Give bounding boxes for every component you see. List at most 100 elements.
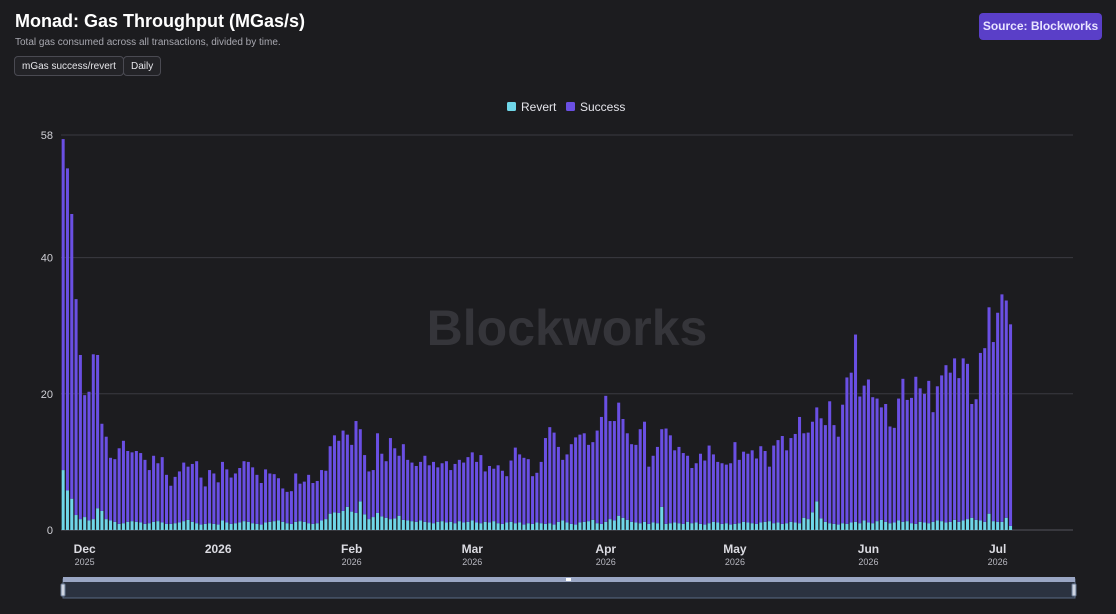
navigator-handle-right[interactable] (1071, 583, 1077, 597)
revert-bar (793, 522, 797, 530)
revert-bar (703, 524, 707, 530)
success-bar (500, 470, 504, 524)
success-bar (892, 427, 896, 523)
success-bar (492, 468, 496, 522)
revert-bar (479, 523, 483, 530)
revert-bar (225, 522, 229, 530)
success-bar (552, 432, 556, 525)
success-bar (199, 477, 203, 525)
success-bar (70, 214, 74, 499)
revert-bar (1009, 525, 1013, 530)
revert-bar (806, 519, 810, 530)
x-tick-year: 2026 (858, 557, 878, 567)
success-bar (298, 483, 302, 522)
revert-bar (931, 521, 935, 530)
success-bar (212, 473, 216, 524)
success-bar (380, 453, 384, 517)
revert-bar (543, 523, 547, 530)
revert-bar (147, 523, 151, 530)
revert-bar (96, 508, 100, 530)
revert-bar (423, 521, 427, 530)
success-bar (686, 455, 690, 522)
success-bar (634, 444, 638, 523)
success-bar (996, 312, 1000, 522)
success-bar (225, 469, 229, 523)
success-bar (203, 486, 207, 524)
interval-selector[interactable]: Daily (123, 56, 162, 76)
revert-bar (393, 518, 397, 530)
success-bar (798, 416, 802, 524)
revert-bar (268, 521, 272, 530)
revert-bar (109, 520, 113, 530)
revert-bar (401, 519, 405, 530)
success-bar (754, 458, 758, 524)
success-bar (574, 437, 578, 525)
revert-bar (539, 523, 543, 530)
legend-label: Revert (521, 100, 557, 114)
x-tick-year: 2026 (725, 557, 745, 567)
revert-bar (681, 523, 685, 530)
navigator-handle-left[interactable] (60, 583, 66, 597)
revert-bar (862, 520, 866, 530)
legend-label: Success (580, 100, 625, 114)
revert-bar (664, 523, 668, 530)
revert-bar (195, 523, 199, 530)
success-bar (832, 425, 836, 524)
success-bar (647, 466, 651, 524)
x-tick-year: 2026 (988, 557, 1008, 567)
revert-bar (492, 521, 496, 530)
success-bar (957, 378, 961, 522)
revert-bar (595, 523, 599, 530)
success-bar (970, 404, 974, 518)
revert-bar (763, 521, 767, 530)
success-bar (772, 445, 776, 524)
success-bar (849, 372, 853, 523)
success-bar (337, 440, 341, 513)
revert-bar (944, 522, 948, 530)
success-bar (427, 465, 431, 523)
revert-bar (655, 523, 659, 530)
success-bar (307, 474, 311, 524)
success-bar (746, 453, 750, 523)
revert-bar (285, 523, 289, 530)
revert-bar (182, 521, 186, 530)
success-bar (251, 467, 255, 524)
y-tick-label: 20 (41, 389, 53, 401)
success-bar (823, 425, 827, 522)
success-bar (393, 448, 397, 519)
revert-bar (548, 523, 552, 530)
revert-bar (358, 501, 362, 530)
success-bar (582, 433, 586, 522)
x-tick-year: 2026 (342, 557, 362, 567)
revert-bar (419, 520, 423, 530)
range-navigator[interactable] (60, 577, 1077, 599)
source-button[interactable]: Source: Blockworks (979, 13, 1102, 40)
success-bar (742, 451, 746, 522)
success-bar (358, 429, 362, 502)
success-bar (940, 375, 944, 522)
revert-bar (526, 523, 530, 530)
revert-bar (673, 522, 677, 530)
success-bar (643, 421, 647, 522)
success-bar (711, 454, 715, 522)
navigator-grip[interactable] (566, 578, 571, 581)
revert-bar (276, 520, 280, 530)
revert-bar (789, 521, 793, 530)
success-bar (324, 470, 328, 520)
success-bar (828, 401, 832, 524)
success-bar (974, 399, 978, 520)
success-bar (561, 459, 565, 521)
success-bar (264, 469, 268, 523)
success-bar (65, 168, 69, 491)
legend-item-revert[interactable]: Revert (507, 100, 557, 114)
revert-bar (802, 517, 806, 530)
revert-bar (651, 522, 655, 530)
success-bar (526, 459, 530, 524)
legend-item-success[interactable]: Success (566, 100, 625, 114)
revert-bar (617, 515, 621, 530)
revert-bar (341, 510, 345, 530)
revert-bar (638, 523, 642, 530)
success-bar (220, 461, 224, 521)
revert-bar (61, 470, 65, 530)
success-bar (548, 427, 552, 524)
